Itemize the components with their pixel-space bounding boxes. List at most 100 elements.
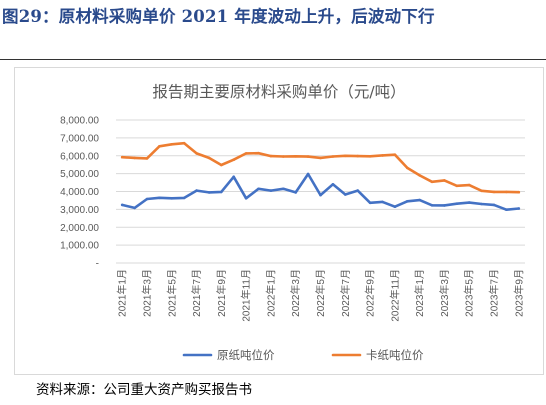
data-point	[505, 208, 508, 211]
data-point	[319, 193, 322, 197]
data-point	[480, 189, 483, 193]
line-chart: 报告期主要原材料采购单价（元/吨） - 1,000.00 2,000.00 3,000.…	[60, 83, 525, 362]
x-tick-label: 2022年7月	[339, 269, 352, 317]
data-point	[182, 196, 186, 200]
report-title: 图29：原材料采购单价 2021 年度波动上升，后波动下行	[2, 7, 435, 26]
data-point	[430, 180, 434, 184]
data-point	[158, 196, 161, 200]
data-point	[232, 158, 235, 161]
data-point	[294, 191, 298, 194]
data-point	[430, 204, 434, 207]
data-point	[368, 155, 372, 158]
y-tick-label: 3,000.00	[60, 205, 99, 216]
data-point	[319, 156, 322, 160]
data-point	[480, 202, 483, 206]
data-point	[182, 141, 186, 145]
data-point	[170, 143, 174, 146]
data-point	[133, 156, 136, 160]
data-point	[195, 189, 198, 192]
x-tick-label: 2022年5月	[314, 269, 327, 317]
data-point	[145, 197, 149, 201]
data-point	[232, 175, 235, 179]
data-point	[368, 201, 372, 205]
data-point	[294, 155, 298, 158]
data-point	[455, 202, 459, 205]
x-tick-label: 2021年1月	[116, 269, 129, 317]
data-point	[257, 151, 260, 155]
data-point	[257, 187, 260, 191]
data-point	[244, 197, 248, 200]
data-point	[306, 172, 310, 176]
data-point	[195, 152, 198, 155]
data-point	[418, 174, 422, 177]
data-point	[220, 190, 223, 194]
data-point	[443, 204, 446, 207]
data-point	[381, 200, 384, 204]
data-point	[145, 157, 149, 160]
y-tick-label: 8,000.00	[60, 116, 99, 127]
data-point	[406, 200, 409, 203]
data-point	[381, 154, 384, 157]
x-tick-label: 2023年5月	[463, 269, 476, 317]
y-tick-label: 2,000.00	[60, 223, 99, 234]
data-point	[505, 190, 508, 194]
x-tick-label: 2022年9月	[364, 269, 377, 317]
data-point	[170, 197, 174, 200]
data-point	[393, 205, 397, 208]
y-tick-label: 6,000.00	[60, 151, 99, 162]
x-tick-label: 2021年3月	[140, 269, 153, 317]
data-point	[356, 189, 360, 192]
data-point	[306, 155, 310, 158]
data-point	[120, 203, 124, 207]
data-point	[418, 198, 422, 202]
data-point	[467, 183, 471, 187]
y-tick-label: 5,000.00	[60, 169, 99, 180]
legend-label: 原纸吨位价	[217, 348, 275, 362]
x-tick-label: 2022年11月	[388, 269, 401, 322]
data-point	[443, 179, 446, 182]
data-point	[467, 201, 471, 204]
data-point	[344, 154, 347, 158]
data-point	[517, 207, 521, 210]
data-point	[393, 153, 397, 156]
y-tick-label: 4,000.00	[60, 187, 99, 198]
data-point	[220, 163, 223, 167]
x-tick-label: 2023年9月	[512, 269, 525, 317]
x-tick-label: 2023年7月	[488, 269, 501, 317]
y-tick-label: 7,000.00	[60, 133, 99, 144]
x-tick-label: 2021年9月	[215, 269, 228, 317]
x-tick-label: 2021年7月	[190, 269, 203, 317]
data-point	[356, 154, 360, 158]
data-point	[492, 190, 496, 194]
data-point	[269, 154, 273, 158]
data-point	[492, 203, 496, 207]
legend-label: 卡纸吨位价	[366, 348, 424, 362]
data-point	[158, 145, 161, 148]
data-point	[455, 184, 459, 188]
data-point	[207, 191, 211, 194]
x-tick-label: 2023年1月	[413, 269, 426, 317]
data-point	[269, 189, 273, 192]
data-point	[331, 183, 335, 186]
data-point	[282, 187, 285, 191]
data-point	[282, 155, 285, 158]
data-point	[133, 206, 136, 210]
data-point	[331, 155, 335, 158]
data-point	[406, 166, 409, 170]
data-point	[244, 152, 248, 155]
chart-frame: 报告期主要原材料采购单价（元/吨） - 1,000.00 2,000.00 3,000.…	[14, 67, 544, 375]
data-point	[344, 193, 347, 196]
source-note: 资料来源：公司重大资产购买报告书	[36, 382, 252, 398]
x-tick-label: 2022年3月	[289, 269, 302, 317]
x-tick-label: 2021年11月	[240, 269, 253, 322]
chart-title: 报告期主要原材料采购单价（元/吨）	[152, 83, 405, 101]
y-tick-label: -	[96, 259, 99, 270]
data-point	[207, 156, 211, 160]
data-point	[517, 190, 521, 194]
series-line-orange	[120, 141, 521, 194]
x-tick-label: 2022年1月	[264, 269, 277, 317]
data-point	[120, 155, 124, 159]
x-tick-label: 2021年5月	[165, 269, 178, 317]
title-divider	[0, 59, 546, 60]
y-tick-label: 1,000.00	[60, 241, 99, 252]
